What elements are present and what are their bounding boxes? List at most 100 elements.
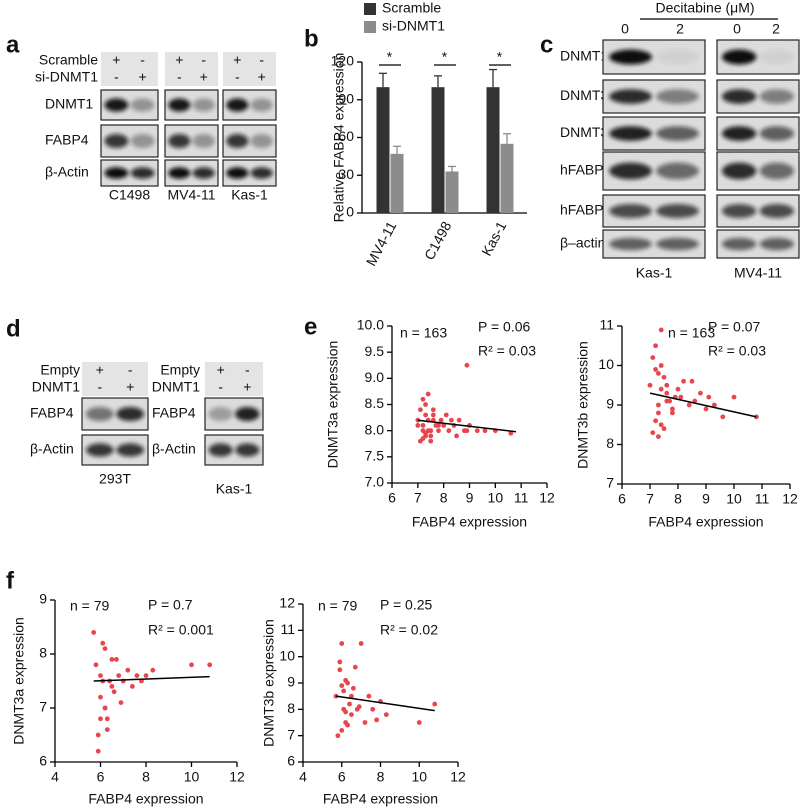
x-axis-label: FABP4 expression — [648, 514, 763, 530]
blot-band — [721, 237, 757, 251]
header-bg — [165, 52, 218, 86]
band-label: FABP4 — [30, 405, 74, 421]
point — [189, 662, 194, 668]
legend-swatch — [364, 21, 376, 33]
point — [143, 673, 149, 678]
band-label: hFABP5 — [560, 202, 612, 218]
band-label: DNMT3a — [560, 87, 616, 103]
point — [650, 355, 656, 360]
band-label: β-Actin — [152, 441, 196, 457]
x-tick-label: 9 — [702, 491, 710, 507]
x-tick-label: 4 — [299, 769, 307, 785]
point — [454, 433, 459, 439]
annotation: R² = 0.03 — [478, 343, 536, 359]
point — [446, 428, 452, 434]
blot-band — [192, 167, 215, 179]
blot-band — [609, 237, 652, 251]
sign: + — [200, 69, 208, 85]
point — [91, 630, 97, 635]
y-tick-label: 7 — [39, 699, 47, 715]
point — [430, 412, 436, 418]
point — [370, 706, 376, 712]
header-bg — [82, 362, 148, 396]
point — [104, 727, 110, 732]
point — [343, 709, 349, 715]
point — [420, 396, 426, 402]
point — [335, 733, 341, 739]
y-tick-label: 8.5 — [365, 395, 385, 411]
point — [423, 402, 428, 407]
blot-band — [104, 167, 129, 179]
blot-band — [656, 162, 699, 180]
blot-band — [168, 98, 191, 112]
blot-band — [208, 406, 233, 422]
y-axis-label: DNMT3b expression — [575, 341, 591, 469]
point — [93, 662, 99, 668]
x-tick-label: 6 — [618, 491, 626, 507]
x-tick-label: MV4-11 — [363, 218, 400, 268]
sign: - — [259, 52, 264, 68]
point — [150, 667, 156, 673]
point — [658, 327, 664, 333]
blot-band — [208, 443, 233, 457]
x-tick-label: 9 — [466, 490, 474, 506]
point — [337, 667, 343, 673]
point — [656, 410, 661, 416]
cell-line: 293T — [99, 471, 131, 487]
point — [653, 367, 658, 372]
point — [333, 693, 339, 699]
blot-band — [226, 133, 249, 149]
point — [647, 382, 653, 388]
x-tick-label: 7 — [646, 491, 654, 507]
annotation: n = 163 — [668, 325, 715, 341]
y-tick-label: 8 — [39, 645, 47, 661]
x-tick-label: 11 — [514, 490, 529, 506]
point — [415, 423, 421, 428]
blot-band — [192, 98, 215, 112]
y-tick-label: 9 — [287, 674, 295, 690]
blot-band — [226, 167, 249, 179]
bar — [431, 87, 445, 213]
blot-band — [609, 203, 652, 219]
point — [443, 412, 449, 418]
legend-label: si-DNMT1 — [382, 18, 445, 34]
blot-band — [85, 406, 114, 422]
point — [420, 436, 426, 441]
point — [678, 394, 684, 400]
x-tick-label: 12 — [782, 491, 798, 507]
blot-band — [721, 89, 757, 104]
blot-band — [656, 203, 699, 219]
point — [350, 685, 356, 691]
sign: + — [139, 69, 147, 85]
sign: - — [140, 52, 145, 68]
significance-mark: * — [497, 49, 503, 65]
dose: 0 — [621, 21, 629, 37]
point — [658, 422, 664, 428]
point — [441, 423, 447, 428]
header-bg — [101, 52, 158, 86]
annotation: R² = 0.02 — [380, 622, 438, 638]
point — [423, 412, 428, 418]
point — [681, 378, 686, 384]
annotation: P = 0.07 — [708, 319, 761, 335]
sign: - — [235, 69, 240, 85]
x-tick-label: 6 — [388, 490, 396, 506]
significance-mark: * — [442, 49, 448, 65]
sign: + — [233, 52, 241, 68]
y-tick-label: 6 — [39, 753, 47, 769]
y-tick-label: 8 — [287, 700, 295, 716]
point — [650, 430, 656, 436]
trend-line — [649, 392, 757, 418]
x-tick-label: 12 — [450, 769, 466, 785]
y-axis-label: Relative FABP4 expression — [331, 53, 347, 223]
band-label: β-Actin — [30, 441, 74, 457]
panel-label: c — [540, 31, 553, 58]
dose: 2 — [772, 21, 780, 37]
band-label: FABP4 — [152, 405, 196, 421]
band-label: hFABP4 — [560, 162, 612, 178]
blot-band — [168, 133, 191, 149]
sign: - — [114, 69, 119, 85]
blot-band — [226, 98, 249, 112]
sign: + — [217, 362, 225, 378]
